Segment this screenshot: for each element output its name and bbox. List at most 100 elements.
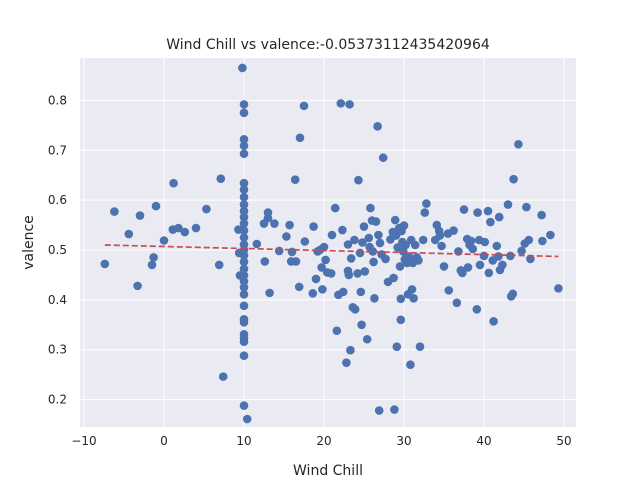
data-point xyxy=(159,236,169,245)
data-point xyxy=(489,316,498,326)
x-tick-label: 50 xyxy=(556,434,571,448)
data-point xyxy=(327,230,337,240)
data-point xyxy=(239,290,249,299)
data-point xyxy=(343,240,353,249)
data-point xyxy=(308,289,318,298)
data-point xyxy=(147,260,157,270)
data-point xyxy=(180,227,190,237)
data-point xyxy=(378,153,388,163)
data-point xyxy=(270,219,279,228)
data-point xyxy=(410,240,420,250)
data-point xyxy=(169,178,178,188)
data-point xyxy=(364,233,374,243)
data-point xyxy=(239,257,249,267)
data-point xyxy=(338,225,347,235)
data-point xyxy=(350,305,360,314)
data-point xyxy=(357,320,366,330)
y-tick-label: 0.5 xyxy=(48,243,67,257)
data-point xyxy=(498,260,507,270)
tick-labels: −10 0 10 20 30 40 50 0.2 0.3 0.4 0.5 0.6 0.7 0.8 xyxy=(48,93,572,448)
data-point xyxy=(420,208,430,217)
data-point xyxy=(353,269,362,278)
data-point xyxy=(291,257,301,266)
x-tick-label: 20 xyxy=(316,434,331,448)
data-point xyxy=(344,270,354,280)
data-point xyxy=(239,283,249,292)
data-point xyxy=(517,246,526,256)
data-point xyxy=(239,206,249,216)
data-point xyxy=(374,406,384,415)
data-point xyxy=(239,149,249,159)
data-point xyxy=(409,294,418,303)
data-point xyxy=(260,257,270,266)
data-point xyxy=(458,268,467,278)
data-point xyxy=(479,251,489,261)
data-point xyxy=(390,405,399,414)
x-tick-label: 30 xyxy=(396,434,411,448)
data-point xyxy=(463,263,473,272)
data-point xyxy=(459,205,469,214)
data-point xyxy=(124,229,134,239)
data-point xyxy=(317,263,326,272)
data-point xyxy=(468,244,478,254)
data-point xyxy=(356,287,366,297)
data-point xyxy=(554,284,563,293)
data-point xyxy=(546,230,555,240)
data-point xyxy=(252,239,262,249)
data-point xyxy=(265,288,274,298)
data-point xyxy=(392,342,402,352)
y-tick-label: 0.4 xyxy=(48,293,67,307)
data-point xyxy=(368,247,378,256)
data-point xyxy=(395,262,405,271)
data-point xyxy=(483,206,493,216)
data-point xyxy=(371,217,381,226)
data-point xyxy=(151,201,161,211)
data-point xyxy=(452,298,462,308)
x-axis-label: Wind Chill xyxy=(293,463,363,479)
data-point xyxy=(514,139,523,149)
data-point xyxy=(522,202,531,212)
data-point xyxy=(362,334,372,344)
data-point xyxy=(239,351,249,360)
data-point xyxy=(239,219,249,228)
data-point xyxy=(239,317,249,327)
data-point xyxy=(239,134,249,144)
data-point xyxy=(406,360,415,369)
data-point xyxy=(366,203,375,213)
data-point xyxy=(238,63,247,73)
data-point xyxy=(418,235,428,245)
data-point xyxy=(389,273,398,283)
data-point xyxy=(239,251,249,260)
data-point xyxy=(239,264,249,274)
data-point xyxy=(369,257,378,267)
data-point xyxy=(508,289,518,299)
data-point xyxy=(404,252,414,261)
data-point xyxy=(399,221,409,230)
data-point xyxy=(466,236,476,246)
data-point xyxy=(338,287,348,297)
data-point xyxy=(239,337,249,347)
x-tick-label: −10 xyxy=(71,434,96,448)
data-point xyxy=(282,232,291,241)
data-point xyxy=(439,262,449,271)
y-tick-label: 0.3 xyxy=(48,343,67,357)
data-point xyxy=(239,226,249,235)
y-tick-label: 0.6 xyxy=(48,193,67,207)
y-tick-label: 0.2 xyxy=(48,393,67,407)
plot-area xyxy=(80,58,576,427)
data-point xyxy=(374,230,383,240)
data-point xyxy=(326,269,336,278)
data-point xyxy=(239,178,249,188)
data-point xyxy=(242,414,252,424)
data-point xyxy=(396,315,406,325)
data-point xyxy=(318,285,327,294)
data-point xyxy=(401,240,410,250)
data-point xyxy=(346,345,355,355)
data-point xyxy=(526,254,535,264)
data-point xyxy=(239,212,249,222)
data-point xyxy=(239,271,249,280)
data-point xyxy=(274,246,284,256)
data-point xyxy=(149,253,158,262)
data-point xyxy=(524,235,534,245)
